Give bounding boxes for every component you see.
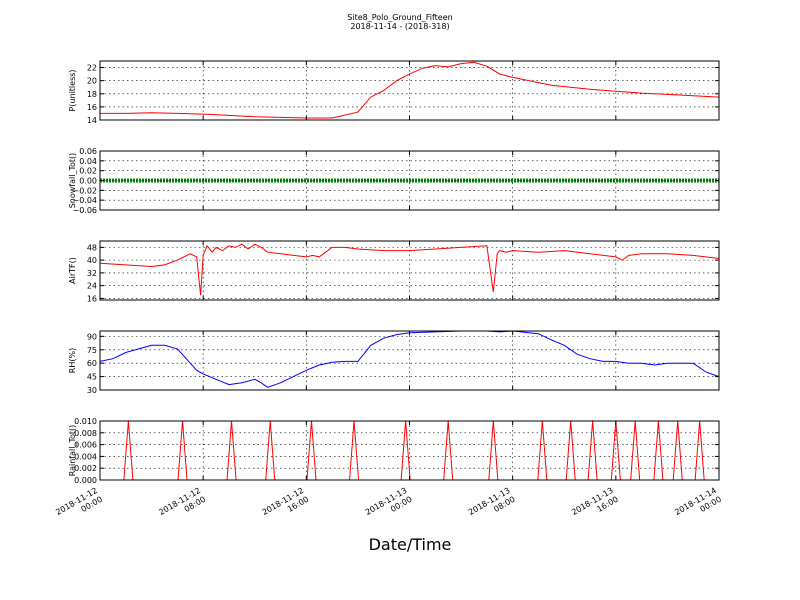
rainfall-spike: [587, 420, 598, 481]
y-tick-label: 32: [87, 269, 97, 278]
y-tick-label: 0.04: [79, 157, 97, 166]
x-tick-label: 2018-11-1200:00: [54, 486, 104, 526]
x-tick-label: 2018-11-1216:00: [261, 486, 311, 526]
rainfall-spike: [672, 420, 683, 481]
chart-subtitle: 2018-11-14 - (2018-318): [350, 22, 449, 31]
y-tick-label: 30: [87, 386, 97, 395]
panel-5: 0.000 0.002 0.004 0.006 0.008 0.010Rainfall_T…: [68, 417, 720, 485]
y-tick-label: 0.02: [79, 167, 97, 176]
y-axis-label: Rainfall_Tot(): [68, 425, 77, 477]
rainfall-spike: [694, 420, 705, 481]
rainfall-spike: [177, 420, 188, 481]
rainfall-spike: [488, 420, 499, 481]
y-tick-label: 16: [87, 294, 97, 303]
y-tick-label: −0.02: [72, 186, 97, 195]
y-tick-label: 14: [87, 116, 97, 125]
y-tick-label: 0.008: [74, 429, 97, 438]
y-tick-label: 60: [87, 359, 97, 368]
x-axis-label: Date/Time: [369, 535, 452, 554]
rainfall-spike: [123, 420, 134, 481]
y-tick-label: 45: [87, 373, 97, 382]
panel-4: 30 45 60 75 90 RH(%): [68, 330, 720, 395]
y-tick-label: 75: [87, 346, 97, 355]
rainfall-spike: [653, 420, 664, 481]
panels: 1416182022P(unitless)−0.06−0.04−0.020.00…: [54, 60, 723, 526]
y-tick-label: 0.010: [74, 417, 97, 426]
x-tick-label: 2018-11-1300:00: [364, 486, 414, 526]
y-tick-label: 90: [87, 332, 97, 341]
y-tick-label: 0.004: [74, 452, 97, 461]
x-tick-label: 2018-11-1308:00: [467, 486, 517, 526]
panel-2: −0.06−0.04−0.020.000.020.040.06Snowfall_…: [68, 147, 720, 215]
rainfall-spike: [630, 420, 641, 481]
y-tick-label: 22: [87, 64, 97, 73]
y-tick-label: 48: [87, 243, 97, 252]
y-axis-label: Snowfall_Tot(): [68, 153, 77, 209]
series-line: [100, 61, 720, 119]
x-tick-label: 2018-11-1316:00: [570, 486, 620, 526]
y-axis-label: RH(%): [68, 348, 77, 373]
y-tick-label: −0.06: [72, 206, 97, 215]
y-tick-label: 18: [87, 90, 97, 99]
rainfall-spike: [306, 420, 317, 481]
series-line: [99, 243, 720, 296]
x-tick-labels: 2018-11-1200:00 2018-11-1208:00 2018-11-12…: [54, 486, 723, 526]
y-tick-label: 0.006: [74, 441, 97, 450]
y-tick-label: 16: [87, 103, 97, 112]
rainfall-spike: [400, 420, 411, 481]
series-line: [99, 330, 720, 388]
rainfall-spike: [226, 420, 237, 481]
y-tick-label: 0.00: [79, 177, 97, 186]
y-tick-label: 0.002: [74, 464, 97, 473]
rainfall-spike: [349, 420, 360, 481]
x-tick-label: 2018-11-1400:00: [673, 486, 723, 526]
y-axis-label: P(unitless): [68, 69, 77, 111]
y-axis-label: AirTF(): [68, 257, 77, 284]
y-tick-label: 0.000: [74, 476, 97, 485]
y-tick-label: 40: [87, 256, 97, 265]
rainfall-spike: [565, 420, 576, 481]
rainfall-spike: [537, 420, 548, 481]
rainfall-spike: [265, 420, 276, 481]
y-tick-label: 24: [87, 282, 97, 291]
y-tick-label: −0.04: [72, 196, 97, 205]
panel-1: 14 16 18 20 22 P(unitless): [68, 60, 720, 125]
x-tick-label: 2018-11-1208:00: [157, 486, 207, 526]
chart-title: Site8_Polo_Ground_Fifteen: [347, 13, 452, 22]
panel-3: 16 24 32 40 48 AirTF(): [68, 240, 720, 303]
y-tick-label: 20: [87, 77, 97, 86]
rainfall-spike: [443, 420, 454, 481]
y-tick-label: 0.06: [79, 147, 97, 156]
